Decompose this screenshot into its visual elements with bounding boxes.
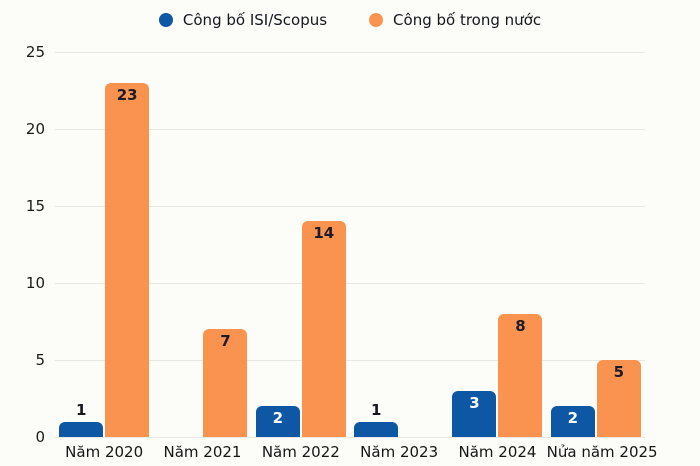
bar-group-4: 1 <box>350 52 448 437</box>
bar-value-label: 2 <box>272 409 284 428</box>
bar-series1-4 <box>354 421 399 437</box>
bar-value-label: 1 <box>370 400 382 419</box>
y-tick-label-0: 0 <box>35 428 45 446</box>
gridline-y-5 <box>55 359 645 361</box>
x-tick-label-1: Năm 2020 <box>65 443 144 461</box>
bar-group-2: 7 <box>153 52 251 437</box>
bar-series2-2: 7 <box>203 329 248 437</box>
y-tick-label-5: 5 <box>35 351 45 369</box>
bar-group-1: 1 23 <box>55 52 153 437</box>
y-tick-label-15: 15 <box>25 197 45 215</box>
bar-series1-3: 2 <box>255 406 300 437</box>
bar-series2-1: 23 <box>105 82 150 437</box>
x-tick-label-6: Nửa năm 2025 <box>546 443 658 461</box>
legend-label: Công bố trong nước <box>393 11 542 29</box>
legend-dot-blue-icon <box>158 13 173 27</box>
bar-value-label: 7 <box>220 332 231 351</box>
bar-series2-6: 5 <box>596 360 641 437</box>
gridline-y-0 <box>55 436 645 438</box>
bar-value-label: 8 <box>515 316 526 335</box>
legend-label: Công bố ISI/Scopus <box>182 11 328 29</box>
y-tick-label-10: 10 <box>25 274 45 292</box>
legend-dot-orange-icon <box>369 13 384 27</box>
y-tick-label-25: 25 <box>25 43 45 61</box>
legend-item-trong-nuoc[interactable]: Công bố trong nước <box>369 11 541 29</box>
legend: Công bố ISI/Scopus Công bố trong nước <box>0 11 700 29</box>
bar-value-label: 14 <box>313 224 335 243</box>
x-tick-label-2: Năm 2021 <box>163 443 242 461</box>
bar-value-label: 1 <box>75 400 87 419</box>
legend-item-isi-scopus[interactable]: Công bố ISI/Scopus <box>158 11 328 29</box>
bar-value-label: 3 <box>469 393 480 412</box>
y-tick-label-20: 20 <box>25 120 45 138</box>
bar-value-label: 5 <box>613 363 625 381</box>
bar-series2-3: 14 <box>301 221 346 437</box>
gridline-y-15 <box>55 205 645 207</box>
bar-value-label: 2 <box>567 409 579 428</box>
plot-area: 1 23 7 2 14 1 3 8 2 5 <box>55 51 645 438</box>
gridline-y-25 <box>55 51 645 53</box>
x-tick-label-4: Năm 2023 <box>360 443 439 461</box>
gridline-y-10 <box>55 282 645 284</box>
gridline-y-20 <box>55 128 645 130</box>
bar-value-label: 23 <box>116 85 138 104</box>
bar-group-3: 2 14 <box>252 52 350 437</box>
bar-series1-1 <box>59 421 104 437</box>
x-tick-label-5: Năm 2024 <box>458 443 537 461</box>
x-tick-label-3: Năm 2022 <box>261 443 340 461</box>
bar-series1-5: 3 <box>452 390 497 437</box>
bar-series2-5: 8 <box>498 313 543 437</box>
bar-series1-6: 2 <box>550 406 595 437</box>
